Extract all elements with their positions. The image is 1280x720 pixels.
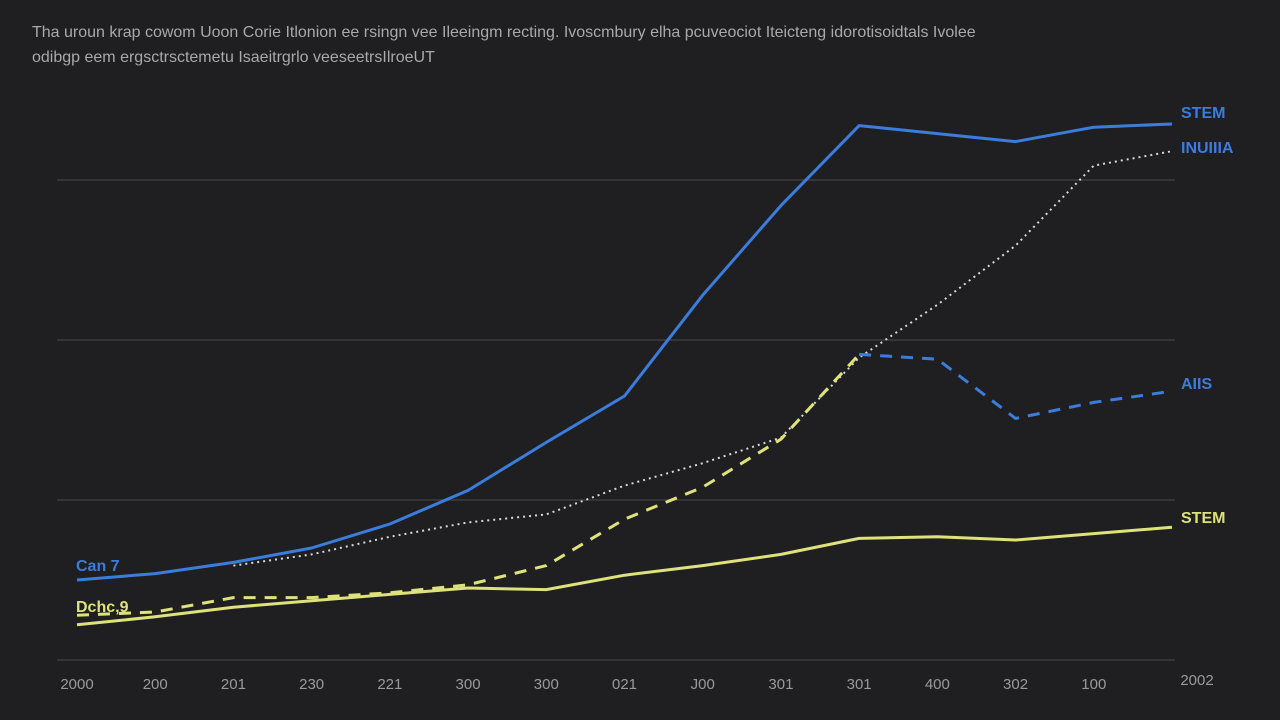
series-line-1 [233, 150, 1173, 567]
x-tick-label: 201 [221, 676, 246, 693]
x-tick-label: 2000 [60, 676, 93, 693]
x-tick-label: J00 [691, 676, 715, 693]
caption-line-1: Tha uroun krap cowom Uoon Corie Itlonion… [32, 24, 976, 41]
series-label: STEM [1181, 105, 1225, 122]
caption-line-2: odibgp eem ergsctrsctemetu Isaeitrgrlo v… [32, 49, 435, 66]
series-start-label: Can 7 [76, 558, 120, 575]
series-line-0 [76, 122, 1173, 582]
x-tick-label: 300 [456, 676, 481, 693]
series-label: AIIS [1181, 376, 1212, 393]
x-tick-label: 301 [847, 676, 872, 693]
x-tick-label: 400 [925, 676, 950, 693]
series-line-2 [76, 353, 861, 617]
x-tick-label: 100 [1081, 676, 1106, 693]
x-tick-label: 302 [1003, 676, 1028, 693]
series-line-2 [859, 352, 1173, 420]
series-label: INUIIIA [1181, 140, 1234, 157]
x-tick-label: 301 [768, 676, 793, 693]
series-line-3 [76, 525, 1173, 627]
x-tick-label: 300 [534, 676, 559, 693]
x-tick-label: 200 [143, 676, 168, 693]
x-tick-label: 230 [299, 676, 324, 693]
x-tick-label: 221 [377, 676, 402, 693]
chart-caption: Tha uroun krap cowom Uoon Corie Itlonion… [32, 20, 1252, 70]
series-start-label: Dchc,9 [76, 599, 129, 616]
x-tick-label: 021 [612, 676, 637, 693]
x-tick-label: 2002 [1180, 672, 1213, 689]
series-label: STEM [1181, 510, 1225, 527]
